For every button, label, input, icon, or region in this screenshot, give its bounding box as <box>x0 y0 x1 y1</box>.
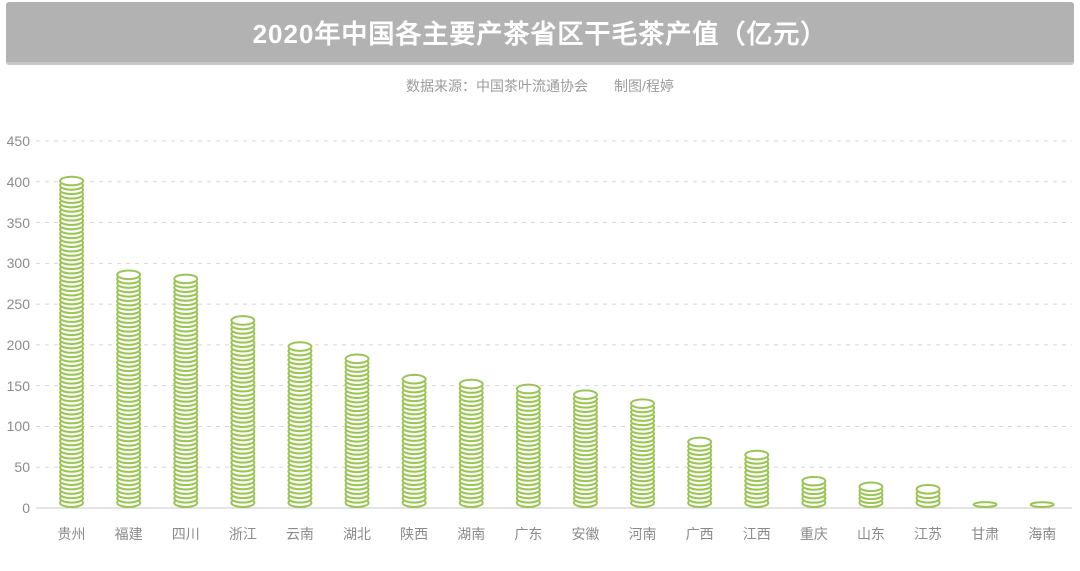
coin-bar <box>458 378 484 509</box>
coin-bar <box>972 501 998 509</box>
x-category-label: 河南 <box>628 526 657 542</box>
x-category-label: 湖南 <box>457 526 486 542</box>
y-tick-label: 400 <box>6 173 30 190</box>
y-tick-label: 250 <box>6 296 30 313</box>
y-tick-label: 0 <box>22 500 30 516</box>
coin-bar <box>858 481 884 509</box>
coin-bar <box>572 389 598 509</box>
x-category-label: 海南 <box>1028 526 1057 542</box>
x-category-label: 四川 <box>171 526 200 542</box>
x-category-label: 甘肃 <box>971 526 1000 542</box>
y-tick-label: 350 <box>6 214 30 231</box>
coin-bar <box>59 175 85 509</box>
y-tick-label: 150 <box>6 377 30 394</box>
x-category-label: 江西 <box>742 526 771 542</box>
x-category-label: 福建 <box>114 526 143 542</box>
x-category-label: 贵州 <box>57 526 86 542</box>
y-tick-label: 100 <box>6 418 30 435</box>
x-category-label: 陕西 <box>400 526 429 542</box>
coin-bar <box>116 269 142 509</box>
x-category-label: 安徽 <box>571 526 600 542</box>
author-credit-label: 制图/程婷 <box>614 78 674 94</box>
coin-bar <box>173 273 199 509</box>
coin-bar <box>230 315 256 509</box>
data-source-label: 数据来源：中国茶叶流通协会 <box>406 78 589 94</box>
x-category-label: 浙江 <box>228 526 257 542</box>
coin-bar <box>915 483 941 509</box>
chart-title-banner: 2020年中国各主要产茶省区干毛茶产值（亿元） <box>6 2 1074 65</box>
x-category-label: 湖北 <box>343 526 372 542</box>
x-category-label: 广西 <box>685 526 714 542</box>
coin-bar <box>287 341 313 509</box>
x-category-label: 云南 <box>285 526 314 542</box>
page-title: 2020年中国各主要产茶省区干毛茶产值（亿元） <box>252 18 828 49</box>
x-category-label: 江苏 <box>914 526 943 542</box>
coin-bar <box>344 353 370 509</box>
coin-bar <box>1029 501 1055 509</box>
y-tick-label: 200 <box>6 336 30 353</box>
coin-bar <box>630 398 656 509</box>
x-category-label: 广东 <box>514 526 543 542</box>
coin-bar <box>801 475 827 509</box>
x-category-label: 重庆 <box>799 526 828 542</box>
y-tick-label: 300 <box>6 255 30 272</box>
x-category-label: 山东 <box>856 526 885 542</box>
coin-bar <box>687 436 713 509</box>
coin-bar <box>515 383 541 509</box>
y-tick-label: 50 <box>14 459 30 476</box>
coin-bar <box>401 373 427 509</box>
chart-subtitle: 数据来源：中国茶叶流通协会 制图/程婷 <box>0 76 1080 96</box>
y-tick-label: 450 <box>6 133 30 149</box>
coin-bar <box>744 449 770 509</box>
